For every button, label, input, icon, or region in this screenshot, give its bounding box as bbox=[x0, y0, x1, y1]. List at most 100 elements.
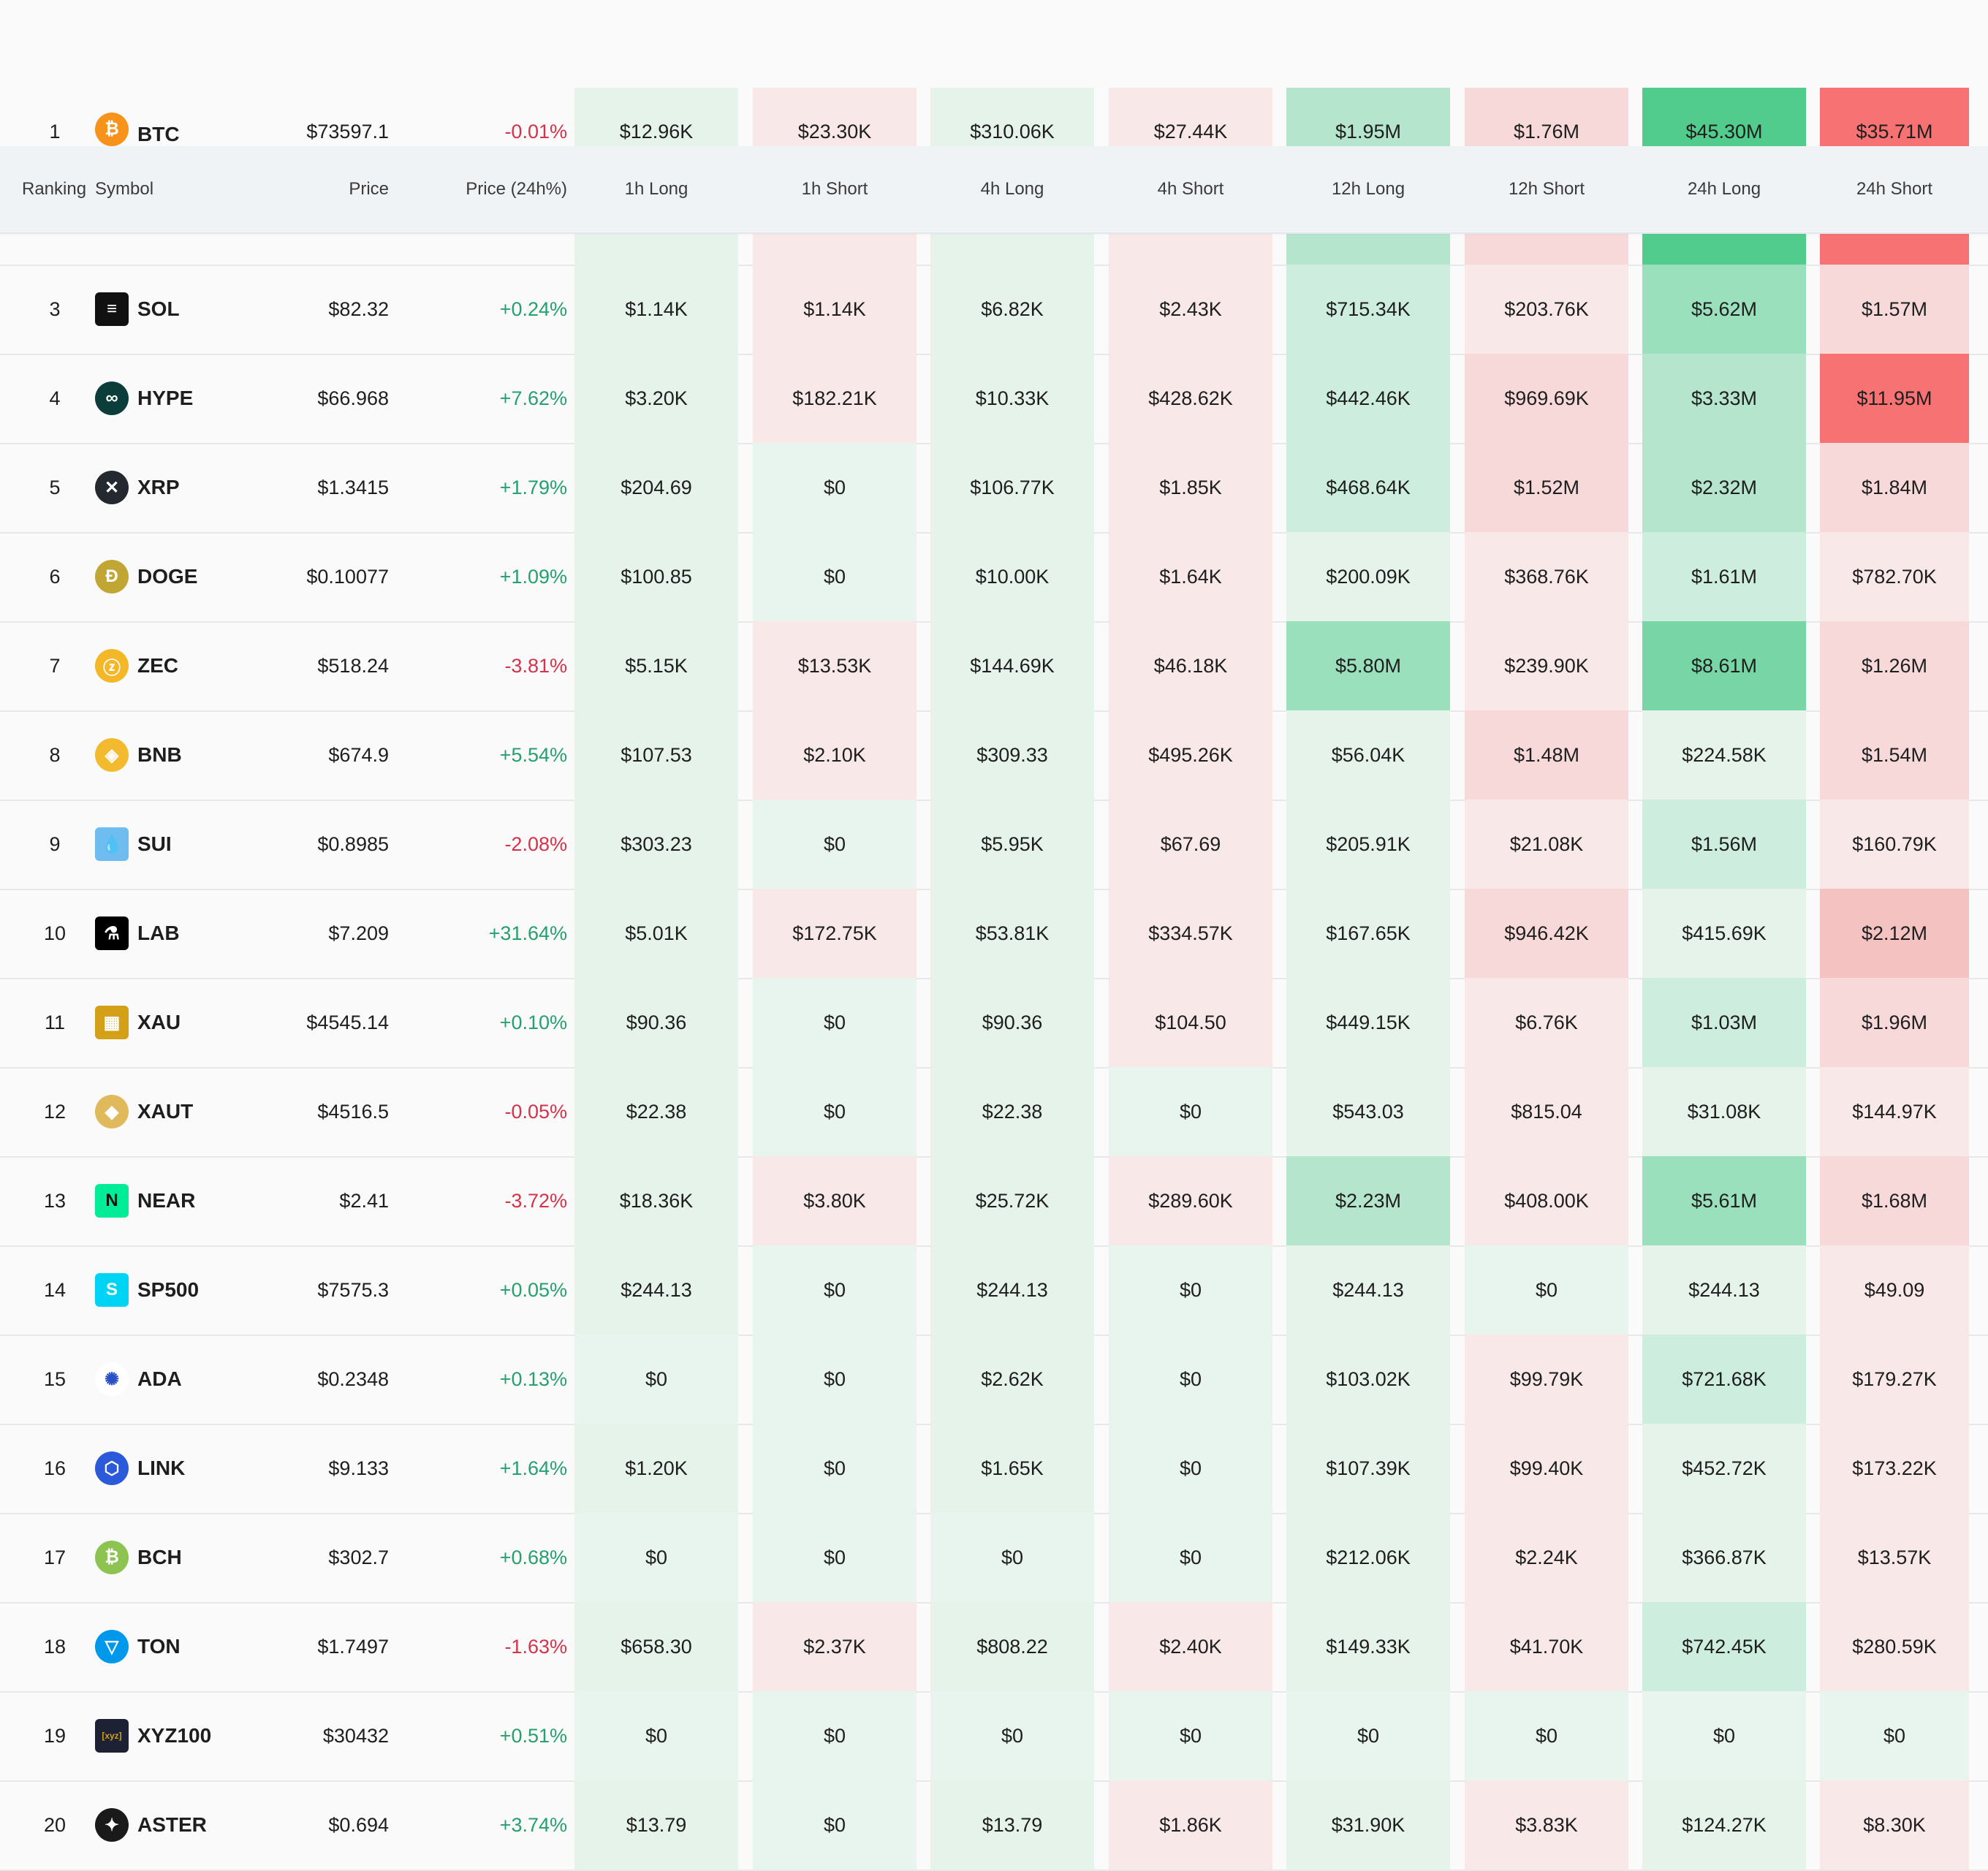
symbol-cell[interactable]: S SP500 bbox=[95, 1245, 270, 1335]
table-row[interactable]: 1 ₿ BTC $73597.1 -0.01% $12.96K $23.30K $310.06… bbox=[0, 88, 1988, 148]
rank-cell: 18 bbox=[43, 1635, 67, 1658]
table-row[interactable]: 12 ◆ XAUT $4516.5 -0.05% $22.38 $0 $22.38 $0 $543… bbox=[0, 1067, 1988, 1158]
price-cell: $674.9 bbox=[328, 743, 389, 766]
liquidation-24h-long-cell: $742.45K bbox=[1642, 1602, 1806, 1691]
table-row[interactable]: 7 ⓩ ZEC $518.24 -3.81% $5.15K $13.53K $144.69K $… bbox=[0, 621, 1988, 712]
price-change-cell: +0.51% bbox=[499, 1724, 567, 1747]
table-row[interactable]: 11 ▦ XAU $4545.14 +0.10% $90.36 $0 $90.36 $104.5… bbox=[0, 978, 1988, 1069]
price-cell: $0.694 bbox=[328, 1813, 389, 1836]
price-change-cell: +0.10% bbox=[499, 1011, 567, 1033]
table-header: Ranking Symbol Price Price (24h%) 1h Lon… bbox=[0, 146, 1988, 234]
symbol-cell[interactable]: ⚗ LAB bbox=[95, 889, 270, 978]
symbol-cell[interactable]: ▦ XAU bbox=[95, 978, 270, 1067]
liquidation-12h-long-cell: $31.90K bbox=[1286, 1780, 1450, 1870]
symbol-cell[interactable]: [xyz] XYZ100 bbox=[95, 1691, 270, 1780]
rank-cell: 8 bbox=[49, 743, 61, 766]
table-row[interactable]: 6 Ð DOGE $0.10077 +1.09% $100.85 $0 $10.00K $1.6… bbox=[0, 532, 1988, 623]
liquidation-1h-short-cell: $0 bbox=[753, 532, 917, 621]
symbol-cell[interactable]: ≡ SOL bbox=[95, 265, 270, 354]
price-cell: $7.209 bbox=[328, 922, 389, 944]
liquidation-1h-short-cell: $172.75K bbox=[753, 889, 917, 978]
symbol-cell[interactable]: ⓩ ZEC bbox=[95, 621, 270, 710]
liquidation-12h-short-cell: $239.90K bbox=[1465, 621, 1628, 710]
column-header-1h-short[interactable]: 1h Short bbox=[801, 179, 868, 199]
table-row[interactable]: 20 ✦ ASTER $0.694 +3.74% $13.79 $0 $13.79 $1.86K… bbox=[0, 1780, 1988, 1871]
liquidation-12h-long-cell: $0 bbox=[1286, 1691, 1450, 1780]
table-row[interactable]: 9 💧 SUI $0.8985 -2.08% $303.23 $0 $5.95K $67.69 $… bbox=[0, 800, 1988, 890]
liquidation-1h-long-cell: $658.30 bbox=[574, 1602, 738, 1691]
rank-cell: 13 bbox=[43, 1189, 67, 1212]
symbol-cell[interactable]: ₿ BTC bbox=[95, 88, 270, 146]
liquidation-1h-long-cell: $1.14K bbox=[574, 265, 738, 354]
symbol-cell[interactable]: ✦ ASTER bbox=[95, 1780, 270, 1870]
aster-icon: ✦ bbox=[95, 1808, 129, 1842]
liquidation-4h-short-cell: $0 bbox=[1109, 1513, 1272, 1602]
column-header-4h-long[interactable]: 4h Long bbox=[980, 179, 1044, 199]
table-row[interactable]: 4 ∞ HYPE $66.968 +7.62% $3.20K $182.21K $10.33K… bbox=[0, 354, 1988, 444]
table-row[interactable]: 17 ₿ BCH $302.7 +0.68% $0 $0 $0 $0 $212.06K $2.24K… bbox=[0, 1513, 1988, 1604]
liquidation-24h-short-cell: $1.57M bbox=[1820, 265, 1969, 354]
table-row[interactable]: 16 ⬡ LINK $9.133 +1.64% $1.20K $0 $1.65K $0 $107.… bbox=[0, 1424, 1988, 1514]
price-cell: $4545.14 bbox=[306, 1011, 389, 1033]
liquidation-12h-short-cell: $203.76K bbox=[1465, 265, 1628, 354]
table-row[interactable]: 14 S SP500 $7575.3 +0.05% $244.13 $0 $244.13 $0 $… bbox=[0, 1245, 1988, 1336]
column-header-24h-long[interactable]: 24h Long bbox=[1687, 179, 1761, 199]
liquidation-24h-short-cell: $49.09 bbox=[1820, 1245, 1969, 1335]
column-header-price-change[interactable]: Price (24h%) bbox=[466, 179, 567, 199]
liquidation-24h-long-cell: $124.27K bbox=[1642, 1780, 1806, 1870]
table-row[interactable]: 5 ✕ XRP $1.3415 +1.79% $204.69 $0 $106.77K $1.85… bbox=[0, 443, 1988, 534]
price-change-cell: -0.01% bbox=[504, 121, 567, 143]
column-header-12h-long[interactable]: 12h Long bbox=[1331, 179, 1405, 199]
liquidation-12h-long-cell: $149.33K bbox=[1286, 1602, 1450, 1691]
symbol-label: DOGE bbox=[137, 565, 198, 588]
table-row[interactable]: 13 N NEAR $2.41 -3.72% $18.36K $3.80K $25.72K $2… bbox=[0, 1156, 1988, 1247]
table-row[interactable]: 8 ◈ BNB $674.9 +5.54% $107.53 $2.10K $309.33 $49… bbox=[0, 710, 1988, 801]
symbol-cell[interactable]: 💧 SUI bbox=[95, 800, 270, 889]
liquidation-4h-long-cell: $5.95K bbox=[930, 800, 1094, 889]
liquidation-4h-short-cell: $334.57K bbox=[1109, 889, 1272, 978]
symbol-label: SP500 bbox=[137, 1278, 200, 1301]
column-header-symbol[interactable]: Symbol bbox=[95, 179, 154, 199]
solana-icon: ≡ bbox=[95, 292, 129, 326]
liquidation-1h-long-cell: $204.69 bbox=[574, 443, 738, 532]
liquidation-1h-short-cell: $2.37K bbox=[753, 1602, 917, 1691]
liquidation-4h-long-cell: $0 bbox=[930, 1691, 1094, 1780]
liquidation-12h-short-cell: $2.24K bbox=[1465, 1513, 1628, 1602]
symbol-cell[interactable]: ∞ HYPE bbox=[95, 354, 270, 443]
price-cell: $9.133 bbox=[328, 1457, 389, 1479]
liquidation-4h-long-cell: $808.22 bbox=[930, 1602, 1094, 1691]
symbol-label: XAU bbox=[137, 1011, 181, 1033]
symbol-cell[interactable]: ◆ XAUT bbox=[95, 1067, 270, 1156]
symbol-cell[interactable]: ▽ TON bbox=[95, 1602, 270, 1691]
table-row[interactable]: 19 [xyz] XYZ100 $30432 +0.51% $0 $0 $0 $0 $0 $0 $0 $… bbox=[0, 1691, 1988, 1782]
symbol-cell[interactable]: ◈ BNB bbox=[95, 710, 270, 800]
symbol-cell[interactable]: ⬡ LINK bbox=[95, 1424, 270, 1513]
price-cell: $4516.5 bbox=[317, 1100, 389, 1123]
symbol-cell[interactable]: N NEAR bbox=[95, 1156, 270, 1245]
liquidation-1h-long-cell: $90.36 bbox=[574, 978, 738, 1067]
symbol-cell[interactable]: ₿ BCH bbox=[95, 1513, 270, 1602]
column-header-12h-short[interactable]: 12h Short bbox=[1508, 179, 1585, 199]
table-row[interactable]: 10 ⚗ LAB $7.209 +31.64% $5.01K $172.75K $53.81K… bbox=[0, 889, 1988, 979]
symbol-cell[interactable]: ✕ XRP bbox=[95, 443, 270, 532]
table-row[interactable]: 3 ≡ SOL $82.32 +0.24% $1.14K $1.14K $6.82K $2.43… bbox=[0, 265, 1988, 355]
table-row[interactable]: 18 ▽ TON $1.7497 -1.63% $658.30 $2.37K $808.22 $… bbox=[0, 1602, 1988, 1693]
liquidation-24h-short-cell: $1.54M bbox=[1820, 710, 1969, 800]
liquidation-24h-short-cell: $2.12M bbox=[1820, 889, 1969, 978]
liquidation-24h-short-cell: $782.70K bbox=[1820, 532, 1969, 621]
column-header-price[interactable]: Price bbox=[349, 179, 389, 199]
column-header-ranking[interactable]: Ranking bbox=[22, 179, 87, 199]
column-header-24h-short[interactable]: 24h Short bbox=[1856, 179, 1933, 199]
symbol-cell[interactable]: Ð DOGE bbox=[95, 532, 270, 621]
column-header-4h-short[interactable]: 4h Short bbox=[1157, 179, 1224, 199]
table-row[interactable]: 15 ✺ ADA $0.2348 +0.13% $0 $0 $2.62K $0 $103.02K $… bbox=[0, 1335, 1988, 1425]
liquidation-24h-long-cell: $721.68K bbox=[1642, 1335, 1806, 1424]
liquidation-24h-long-cell: $366.87K bbox=[1642, 1513, 1806, 1602]
rank-cell: 17 bbox=[43, 1546, 67, 1568]
cardano-icon: ✺ bbox=[95, 1362, 129, 1396]
symbol-cell[interactable]: ✺ ADA bbox=[95, 1335, 270, 1424]
symbol-label: XYZ100 bbox=[137, 1724, 212, 1747]
column-header-1h-long[interactable]: 1h Long bbox=[624, 179, 688, 199]
liquidation-24h-short-cell: $179.27K bbox=[1820, 1335, 1969, 1424]
liquidation-4h-long-cell: $1.65K bbox=[930, 1424, 1094, 1513]
